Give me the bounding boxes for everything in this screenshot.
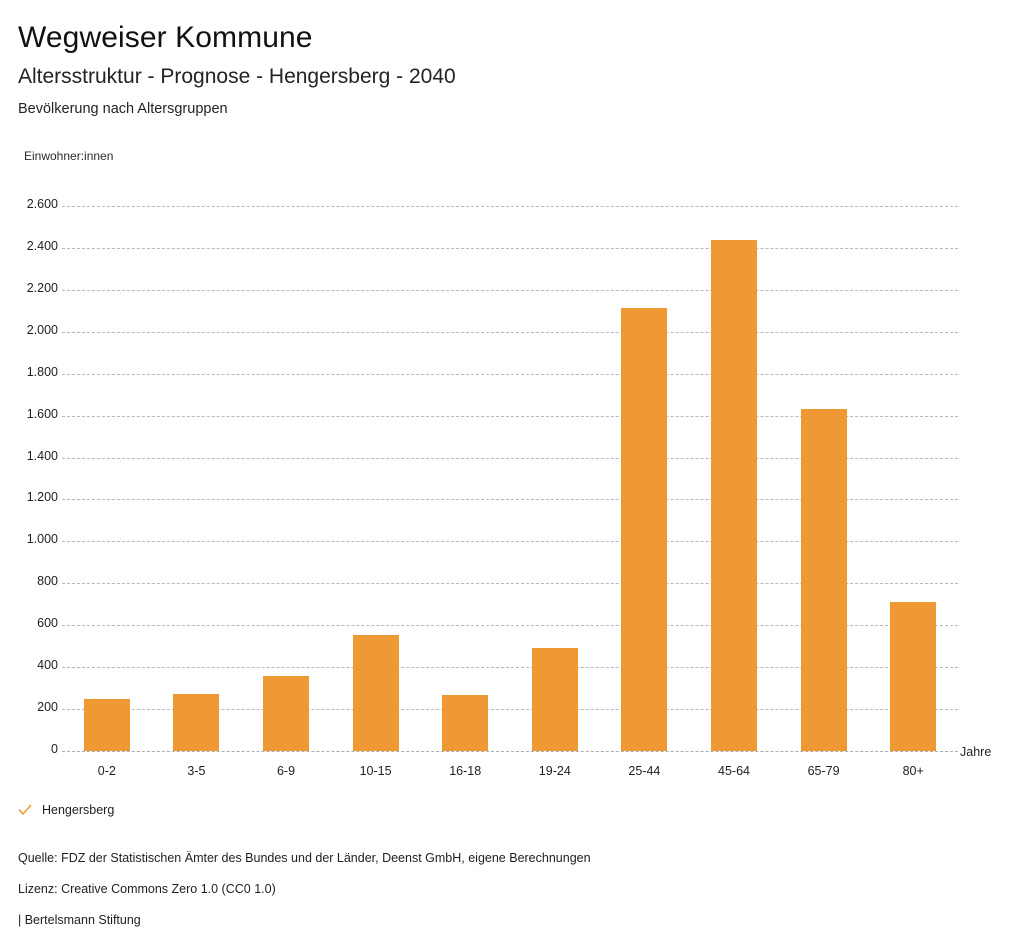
gridline bbox=[62, 667, 958, 669]
footer-source: Quelle: FDZ der Statistischen Ämter des … bbox=[18, 851, 591, 865]
gridline bbox=[62, 415, 958, 417]
bar[interactable] bbox=[442, 694, 489, 751]
chart-legend[interactable]: Hengersberg bbox=[18, 803, 114, 817]
gridline bbox=[62, 499, 958, 501]
chart-header: Wegweiser Kommune Altersstruktur - Progn… bbox=[0, 0, 1024, 121]
x-axis-tick-label: 25-44 bbox=[628, 764, 661, 778]
x-axis-tick-label: 45-64 bbox=[718, 764, 750, 778]
x-axis-tick-label: 80+ bbox=[902, 764, 924, 778]
gridline bbox=[62, 457, 958, 459]
legend-item-label: Hengersberg bbox=[42, 803, 115, 817]
gridline bbox=[62, 247, 958, 249]
bar[interactable] bbox=[531, 647, 578, 751]
bar[interactable] bbox=[800, 409, 847, 751]
bar[interactable] bbox=[711, 239, 757, 751]
bars-layer bbox=[0, 179, 1024, 754]
y-axis-title: Einwohner:innen bbox=[24, 149, 114, 163]
bar[interactable] bbox=[173, 694, 220, 751]
gridline bbox=[62, 289, 958, 291]
gridline bbox=[62, 206, 958, 207]
bar[interactable] bbox=[890, 602, 937, 751]
plot-area: 2.600 2.400 2.200 2.000 1.800 1.600 1.400 1.200… bbox=[0, 179, 1024, 778]
bar[interactable] bbox=[263, 675, 309, 751]
bar[interactable] bbox=[83, 698, 130, 751]
x-axis-tick-label: 10-15 bbox=[359, 764, 392, 778]
x-axis-tick-label: 0-2 bbox=[97, 764, 116, 778]
x-axis-title: Jahre bbox=[960, 745, 992, 759]
y-axis-tick-label: 200 bbox=[37, 700, 58, 715]
gridline bbox=[62, 709, 958, 711]
bar[interactable] bbox=[352, 635, 399, 751]
y-axis-tick-label: 1.400 bbox=[26, 448, 58, 463]
gridline bbox=[62, 625, 958, 627]
gridline bbox=[62, 583, 958, 585]
x-axis-tick-label: 6-9 bbox=[276, 764, 296, 778]
gridline bbox=[62, 751, 958, 752]
y-axis-tick-label: 1.600 bbox=[26, 406, 58, 421]
y-axis-tick-label: 2.600 bbox=[26, 197, 58, 211]
chart-subtitle: Altersstruktur - Prognose - Hengersberg … bbox=[18, 65, 456, 88]
y-axis-tick-label: 1.200 bbox=[26, 490, 58, 505]
gridline bbox=[62, 373, 958, 375]
y-axis-tick-label: 0 bbox=[51, 742, 58, 756]
y-axis-tick-label: 600 bbox=[37, 616, 58, 631]
y-axis-tick-label: 2.400 bbox=[26, 238, 58, 253]
chart-footer: Quelle: FDZ der Statistischen Ämter des … bbox=[18, 843, 998, 936]
y-axis-tick-label: 1.000 bbox=[26, 532, 58, 547]
footer-publisher: | Bertelsmann Stiftung bbox=[18, 913, 141, 927]
x-axis-tick-label: 16-18 bbox=[449, 764, 482, 778]
gridline bbox=[62, 331, 958, 333]
gridline bbox=[62, 541, 958, 543]
check-icon bbox=[18, 803, 32, 817]
bar[interactable] bbox=[621, 307, 668, 751]
x-axis-tick-label: 65-79 bbox=[807, 764, 840, 778]
x-axis-tick-label: 3-5 bbox=[187, 764, 206, 778]
y-axis-tick-label: 400 bbox=[37, 658, 58, 673]
chart-description: Bevölkerung nach Altersgruppen bbox=[18, 101, 228, 117]
y-axis-tick-label: 800 bbox=[37, 574, 58, 589]
y-axis-tick-label: 2.000 bbox=[26, 322, 58, 337]
footer-license: Lizenz: Creative Commons Zero 1.0 (CC0 1… bbox=[18, 882, 276, 896]
page-title: Wegweiser Kommune bbox=[18, 21, 313, 54]
y-axis-tick-label: 2.200 bbox=[26, 280, 58, 295]
x-axis-tick-label: 19-24 bbox=[538, 764, 571, 778]
y-axis-tick-label: 1.800 bbox=[26, 364, 58, 379]
